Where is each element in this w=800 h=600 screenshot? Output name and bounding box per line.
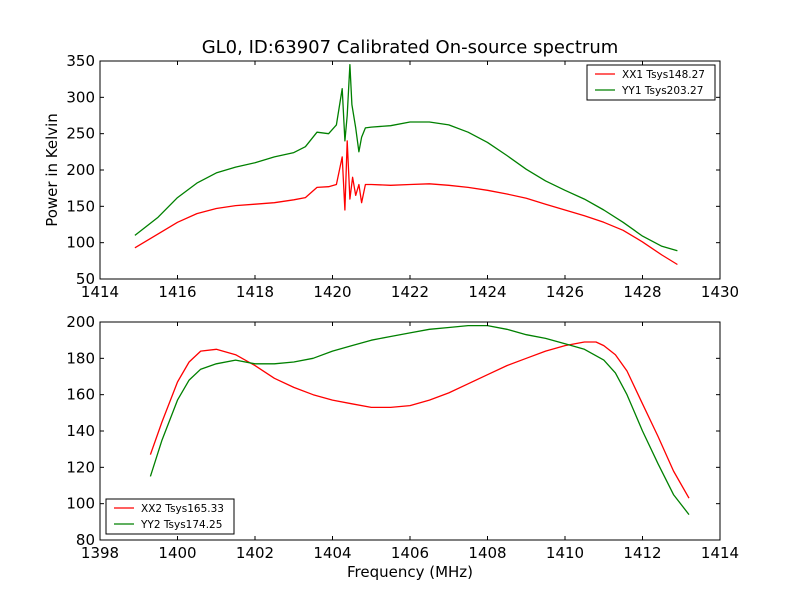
x-tick-label: 1414	[701, 544, 739, 562]
series-line-2	[149, 324, 690, 515]
legend-entry: YY1 Tsys203.27	[621, 85, 703, 97]
series-line-1	[134, 140, 678, 266]
x-tick-label: 1404	[313, 544, 351, 562]
legend: XX2 Tsys165.33 YY2 Tsys174.25	[105, 498, 235, 535]
x-tick-label: 1428	[623, 283, 661, 301]
y-tick-label: 150	[66, 197, 95, 215]
y-tick-label: 200	[66, 313, 95, 331]
x-tick-label: 1414	[81, 283, 119, 301]
x-tick-label: 1418	[236, 283, 274, 301]
series-line-2	[134, 63, 678, 252]
chart-title: GL0, ID:63907 Calibrated On-source spect…	[202, 37, 619, 58]
y-tick-label: 300	[66, 88, 95, 106]
y-tick-label: 50	[76, 270, 95, 288]
y-tick-label: 100	[66, 495, 95, 513]
y-tick-label: 200	[66, 161, 95, 179]
legend-entry: XX1 Tsys148.27	[622, 69, 705, 81]
x-tick-label: 1408	[468, 544, 506, 562]
series-line-1	[149, 341, 690, 499]
x-tick-label: 1398	[81, 544, 119, 562]
y-tick-label: 80	[76, 531, 95, 549]
x-tick-label: 1402	[236, 544, 274, 562]
top-plot-panel: 1414 1416 1418 1420 1422 1424 1426 1428 1430 50 10…	[66, 52, 739, 301]
legend-entry: XX2 Tsys165.33	[141, 503, 224, 515]
x-tick-label: 1424	[468, 283, 506, 301]
y-tick-label: 160	[66, 386, 95, 404]
y-axis-label: Power in Kelvin	[43, 113, 61, 227]
x-tick-label: 1410	[546, 544, 584, 562]
x-tick-label: 1412	[623, 544, 661, 562]
legend: XX1 Tsys148.27 YY1 Tsys203.27	[586, 64, 716, 101]
x-tick-label: 1420	[313, 283, 351, 301]
y-tick-label: 180	[66, 349, 95, 367]
y-tick-label: 250	[66, 125, 95, 143]
x-tick-label: 1422	[391, 283, 429, 301]
x-tick-label: 1430	[701, 283, 739, 301]
x-tick-label: 1416	[158, 283, 196, 301]
bottom-plot-panel: 1398 1400 1402 1404 1406 1408 1410 1412 1414 80 10…	[66, 313, 739, 562]
y-tick-label: 140	[66, 422, 95, 440]
y-tick-label: 100	[66, 234, 95, 252]
y-tick-label: 350	[66, 52, 95, 70]
x-tick-label: 1406	[391, 544, 429, 562]
x-tick-label: 1400	[158, 544, 196, 562]
x-tick-label: 1426	[546, 283, 584, 301]
y-tick-label: 120	[66, 458, 95, 476]
x-axis-label: Frequency (MHz)	[347, 563, 473, 581]
legend-entry: YY2 Tsys174.25	[140, 519, 222, 531]
